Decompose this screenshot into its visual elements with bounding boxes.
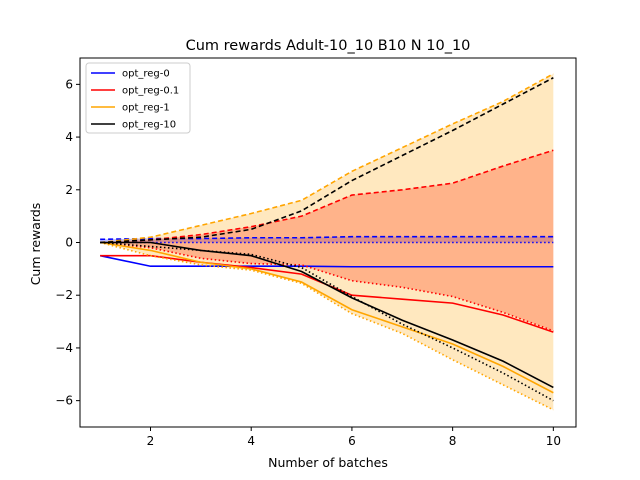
mean-line-opt_reg-0 xyxy=(99,254,554,268)
band-opt_reg-0 xyxy=(100,236,554,243)
x-axis-label: Number of batches xyxy=(268,455,388,470)
y-tick-label: −2 xyxy=(55,288,73,302)
legend-label: opt_reg-1 xyxy=(122,103,170,114)
legend-label: opt_reg-0 xyxy=(122,69,170,80)
axis-ticks: 2 4 6 8 10 −6 −4 −2 0 2 4 6 xyxy=(55,77,561,448)
x-tick-label: 2 xyxy=(147,434,155,448)
legend: opt_reg-0 opt_reg-0.1 opt_reg-1 opt_reg-10 xyxy=(85,62,191,134)
mean-line-opt_reg-1 xyxy=(100,241,554,394)
legend-label: opt_reg-0.1 xyxy=(122,86,179,97)
upper-line-opt_reg-0.1 xyxy=(100,149,554,244)
x-tick-label: 8 xyxy=(449,434,457,448)
x-tick-label: 4 xyxy=(247,434,255,448)
y-tick-label: −6 xyxy=(55,394,73,408)
confidence-bands xyxy=(100,73,554,410)
legend-box xyxy=(85,62,191,134)
band-opt_reg-1 xyxy=(100,73,554,410)
y-tick-label: 2 xyxy=(65,183,73,197)
x-tick-label: 6 xyxy=(348,434,356,448)
y-axis-label: Cum rewards xyxy=(28,203,43,286)
legend-label: opt_reg-10 xyxy=(122,120,176,131)
mean-line-opt_reg-10 xyxy=(100,241,554,389)
lower-line-opt_reg-10 xyxy=(100,241,554,402)
upper-line-opt_reg-1 xyxy=(100,73,554,244)
y-tick-label: 4 xyxy=(65,130,73,144)
chart-title: Cum rewards Adult-10_10 B10 N 10_10 xyxy=(186,38,471,54)
y-tick-label: 0 xyxy=(65,236,73,250)
lower-line-opt_reg-0.1 xyxy=(100,241,554,332)
series-lines xyxy=(99,73,554,411)
y-tick-label: −4 xyxy=(55,341,73,355)
upper-line-opt_reg-10 xyxy=(100,77,554,244)
band-opt_reg-0.1 xyxy=(100,150,554,331)
x-tick-label: 10 xyxy=(546,434,561,448)
y-tick-label: 6 xyxy=(65,77,73,91)
